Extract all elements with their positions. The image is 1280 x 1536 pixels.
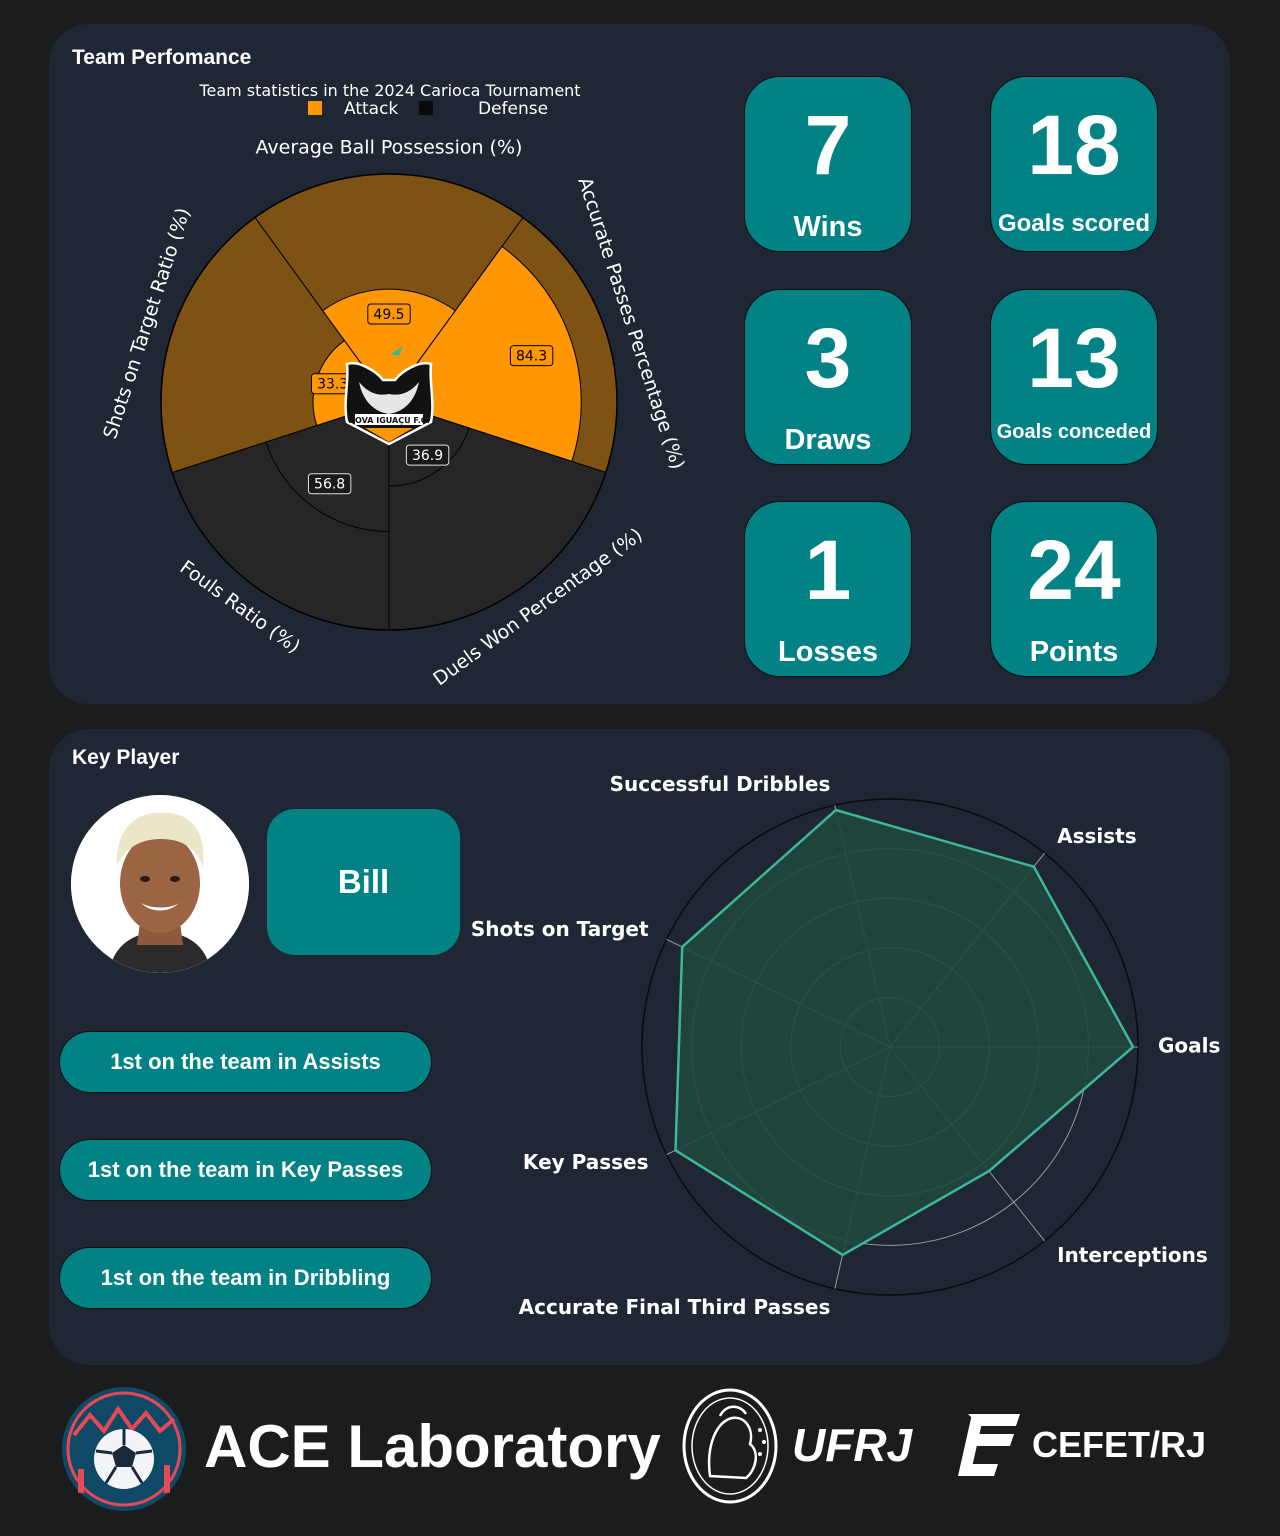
polar-bar [388,245,582,463]
losses-value: 1 [804,523,852,617]
radar-category-label: Interceptions [1057,1243,1208,1267]
ace-lab-name: ACE Laboratory [204,1413,661,1480]
polar-bar [321,288,457,403]
radar-category-label: Key Passes [523,1150,649,1174]
goals-conceded-label: Goals conceded [996,421,1152,443]
polar-value-box [367,303,411,325]
draws-label: Draws [784,424,872,456]
radar-category-label: Shots on Target [471,917,649,941]
polar-category-label: Average Ball Possession (%) [256,137,523,159]
radar-plot-area: Goals Assists Successful Dribbles Shots on … [471,772,1221,1319]
goals-conceded-box: 13 Goals conceded [990,289,1158,465]
ufrj-seal-icon [682,1388,778,1504]
draws-box: 3 Draws [744,289,912,465]
team-panel-title: Team Perfomance [72,46,252,69]
ranking-dribbling-label: 1st on the team in Dribbling [100,1265,391,1290]
team-polar-chart: Team statistics in the 2024 Carioca Tour… [99,81,689,690]
polar-value-box [307,473,352,495]
ufrj-name: UFRJ [792,1419,913,1471]
draws-value: 3 [804,311,852,405]
player-name-box: Bill [267,809,460,955]
ranking-assists: 1st on the team in Assists [59,1031,432,1093]
wins-box: 7 Wins [744,76,912,252]
player-radar-chart: Goals Assists Successful Dribbles Shots on … [471,772,1221,1319]
polar-value-label: 56.8 [314,477,345,493]
polar-value-label: 84.3 [516,349,547,365]
goals-scored-label: Goals scored [997,210,1151,237]
player-avatar [71,795,249,973]
wins-value: 7 [804,98,852,192]
team-logo-icon: NOVA IGUAÇU F.C. [344,346,434,446]
polar-value-box [405,444,450,466]
legend-attack-label: Attack [344,99,398,119]
ranking-key-passes: 1st on the team in Key Passes [59,1139,432,1201]
player-name: Bill [337,863,390,900]
ranking-dribbling: 1st on the team in Dribbling [59,1247,432,1309]
polar-chart-title: Team statistics in the 2024 Carioca Tour… [198,81,580,100]
cefet-name: CEFET/RJ [1032,1424,1207,1465]
ace-lab-logo-icon [62,1387,186,1511]
wins-label: Wins [793,211,863,243]
legend-defense-label: Defense [478,99,548,119]
player-photo-icon [71,795,249,973]
legend-attack-swatch [308,101,322,115]
cefet-logo-icon [958,1414,1020,1476]
polar-outline [160,173,618,631]
legend-defense-swatch [419,101,433,115]
goals-scored-box: 18 Goals scored [990,76,1158,252]
radar-category-label: Successful Dribbles [610,772,831,796]
team-logo-text: NOVA IGUAÇU F.C. [348,416,429,425]
team-performance-panel: Team Perfomance Team statistics in the 2… [49,24,1230,704]
points-value: 24 [1027,523,1121,617]
radar-series [674,808,1135,1257]
polar-value-box [509,345,554,367]
goals-conceded-value: 13 [1027,311,1121,405]
polar-bar [265,401,390,533]
radar-category-label: Assists [1057,824,1137,848]
radar-category-label: Accurate Final Third Passes [519,1295,831,1319]
losses-box: 1 Losses [744,501,912,677]
player-panel-title: Key Player [72,746,180,769]
ranking-key-passes-label: 1st on the team in Key Passes [87,1157,404,1182]
polar-value-label: 36.9 [412,448,443,464]
goals-scored-value: 18 [1027,98,1121,192]
polar-value-label: 33.3 [317,377,348,393]
losses-label: Losses [778,636,878,668]
points-label: Points [1029,636,1119,668]
polar-value-label: 49.5 [373,307,404,323]
radar-category-label: Goals [1158,1034,1220,1058]
ranking-assists-label: 1st on the team in Assists [110,1049,381,1074]
key-player-panel: Key Player Bill 1st on the team in Assis… [49,729,1230,1365]
points-box: 24 Points [990,501,1158,677]
